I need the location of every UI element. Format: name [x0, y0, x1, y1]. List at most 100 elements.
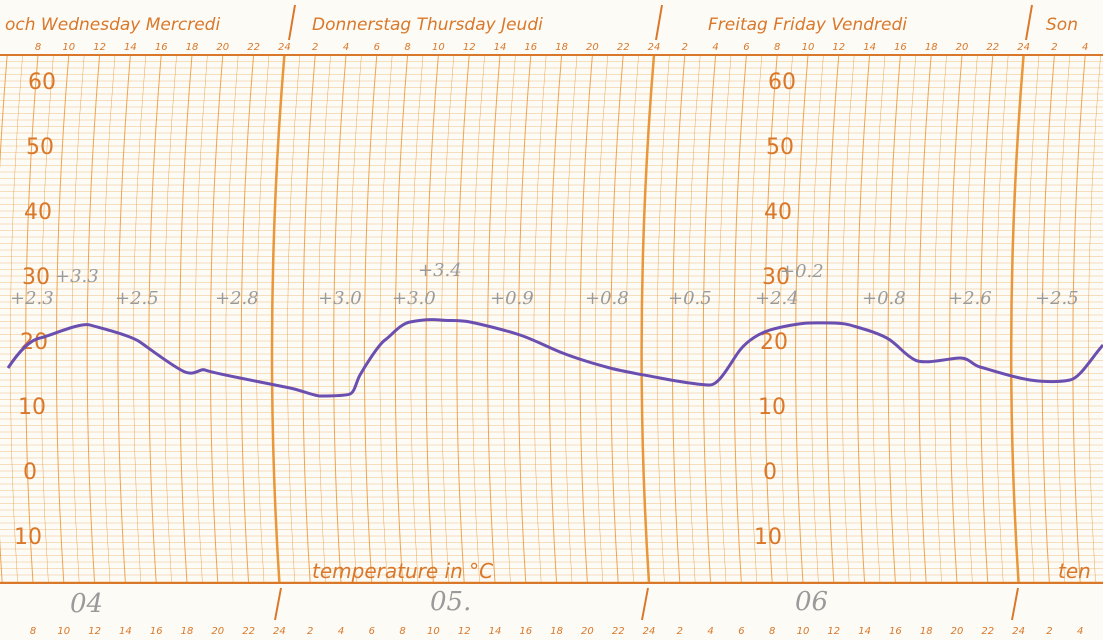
note: +0.9 [490, 288, 534, 309]
paper [0, 0, 1103, 640]
note: +3.0 [392, 288, 436, 309]
date: 04 [70, 589, 103, 619]
hour-label: 22 [986, 42, 999, 53]
hour-label: 20 [216, 42, 229, 53]
day-header: och Wednesday Mercredi [5, 15, 220, 35]
hour-label: 4 [712, 42, 718, 53]
hour-label: 22 [981, 626, 994, 637]
day-header: Freitag Friday Vendredi [708, 15, 907, 35]
day-header: Son [1046, 15, 1078, 35]
hour-label: 8 [769, 626, 775, 637]
hour-label: 10 [427, 626, 440, 637]
hour-label: 10 [432, 42, 445, 53]
hour-label: 22 [617, 42, 630, 53]
hour-label: 14 [858, 626, 871, 637]
hour-label: 24 [1012, 626, 1025, 637]
hour-label: 14 [489, 626, 502, 637]
note: +2.6 [948, 288, 992, 309]
hour-label: 10 [797, 626, 810, 637]
temperature-label: 10 [14, 525, 42, 550]
hour-label: 2 [1051, 42, 1057, 53]
temperature-label: 10 [758, 395, 786, 420]
hour-label: 4 [343, 42, 349, 53]
note: +0.5 [668, 288, 712, 309]
hour-label: 24 [278, 42, 291, 53]
temperature-label: 10 [754, 525, 782, 550]
hour-label: 22 [242, 626, 255, 637]
thermograph-chart: och Wednesday Mercredi Donnerstag Thursda… [0, 0, 1103, 640]
hour-label: 2 [677, 626, 683, 637]
hour-label: 16 [155, 42, 168, 53]
hour-label: 12 [458, 626, 471, 637]
hour-label: 2 [682, 42, 688, 53]
hour-label: 4 [1082, 42, 1088, 53]
hour-label: 4 [1077, 626, 1083, 637]
hour-label: 8 [35, 42, 41, 53]
hour-label: 20 [581, 626, 594, 637]
hour-label: 6 [743, 42, 749, 53]
hour-label: 2 [312, 42, 318, 53]
hour-label: 16 [524, 42, 537, 53]
hour-label: 14 [863, 42, 876, 53]
note: +2.3 [10, 288, 54, 309]
hour-label: 12 [463, 42, 476, 53]
hour-label: 24 [648, 42, 661, 53]
hour-label: 24 [1017, 42, 1030, 53]
hour-label: 18 [181, 626, 194, 637]
temperature-label: 40 [24, 200, 52, 225]
hour-label: 4 [338, 626, 344, 637]
hour-label: 16 [519, 626, 532, 637]
temperature-label: 40 [764, 200, 792, 225]
hour-label: 8 [399, 626, 405, 637]
note: +0.2 [780, 261, 824, 282]
hour-label: 16 [150, 626, 163, 637]
hour-label: 8 [774, 42, 780, 53]
note: +3.3 [55, 266, 99, 287]
temperature-label: 20 [760, 330, 788, 355]
hour-label: 8 [404, 42, 410, 53]
hour-label: 18 [555, 42, 568, 53]
hour-label: 16 [889, 626, 902, 637]
date: 05. [430, 587, 471, 617]
hour-label: 10 [62, 42, 75, 53]
hour-label: 18 [186, 42, 199, 53]
hour-label: 24 [643, 626, 656, 637]
hour-label: 8 [30, 626, 36, 637]
note: +2.8 [215, 288, 259, 309]
note: +3.0 [318, 288, 362, 309]
temperature-label: 50 [26, 135, 54, 160]
temperature-label: 20 [20, 330, 48, 355]
hour-label: 12 [93, 42, 106, 53]
hour-label: 12 [827, 626, 840, 637]
temperature-label: 30 [22, 265, 50, 290]
hour-label: 20 [211, 626, 224, 637]
note: +2.5 [115, 288, 159, 309]
note: +2.4 [755, 288, 799, 309]
day-header: Donnerstag Thursday Jeudi [312, 15, 543, 35]
hour-label: 24 [273, 626, 286, 637]
temperature-label: 0 [23, 460, 37, 485]
hour-label: 20 [956, 42, 969, 53]
note: +3.4 [418, 260, 462, 281]
hour-label: 10 [802, 42, 815, 53]
note: +2.5 [1035, 288, 1079, 309]
hour-label: 6 [738, 626, 744, 637]
hour-label: 14 [124, 42, 137, 53]
temperature-label: 60 [768, 70, 796, 95]
temperature-label: 60 [28, 70, 56, 95]
hour-label: 22 [612, 626, 625, 637]
hour-label: 20 [951, 626, 964, 637]
hour-label: 14 [119, 626, 132, 637]
hour-label: 12 [88, 626, 101, 637]
date: 06 [795, 587, 828, 617]
note: +0.8 [585, 288, 629, 309]
hour-label: 22 [247, 42, 260, 53]
temperature-label: 50 [766, 135, 794, 160]
hour-label: 10 [57, 626, 70, 637]
hour-label: 12 [832, 42, 845, 53]
hour-label: 16 [894, 42, 907, 53]
hour-label: 2 [307, 626, 313, 637]
hour-label: 2 [1046, 626, 1052, 637]
hour-label: 18 [550, 626, 563, 637]
axis-label: ten [1058, 559, 1091, 583]
